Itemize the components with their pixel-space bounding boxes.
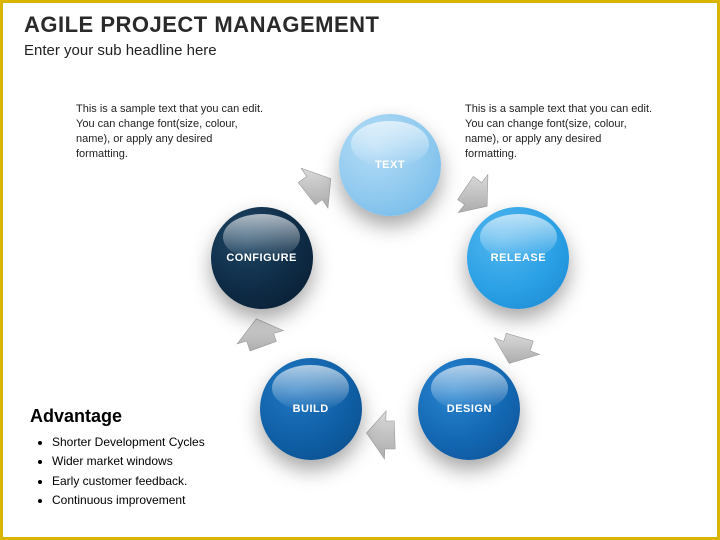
cycle-arrow xyxy=(458,175,488,213)
cycle-node-configure: CONFIGURE xyxy=(211,207,313,309)
cycle-node-release: RELEASE xyxy=(467,207,569,309)
cycle-node-label: RELEASE xyxy=(491,252,546,264)
cycle-arrow xyxy=(367,411,396,459)
advantage-list: Shorter Development CyclesWider market w… xyxy=(30,433,205,510)
advantage-item: Early customer feedback. xyxy=(52,472,205,491)
cycle-arrow xyxy=(237,319,283,351)
advantage-item: Shorter Development Cycles xyxy=(52,433,205,452)
cycle-node-design: DESIGN xyxy=(418,358,520,460)
cycle-node-text: TEXT xyxy=(339,114,441,216)
callout-text: This is a sample text that you can edit.… xyxy=(465,102,655,161)
advantage-item: Wider market windows xyxy=(52,452,205,471)
cycle-node-label: DESIGN xyxy=(447,403,492,415)
advantage-title: Advantage xyxy=(30,406,205,427)
cycle-node-label: TEXT xyxy=(375,159,405,171)
cycle-arrow xyxy=(494,333,539,363)
cycle-node-label: CONFIGURE xyxy=(226,252,297,264)
cycle-node-label: BUILD xyxy=(293,403,329,415)
cycle-node-build: BUILD xyxy=(260,358,362,460)
advantage-item: Continuous improvement xyxy=(52,491,205,510)
advantage-block: Advantage Shorter Development CyclesWide… xyxy=(30,406,205,510)
callout-text: This is a sample text that you can edit.… xyxy=(76,102,266,161)
cycle-arrow xyxy=(298,168,331,208)
